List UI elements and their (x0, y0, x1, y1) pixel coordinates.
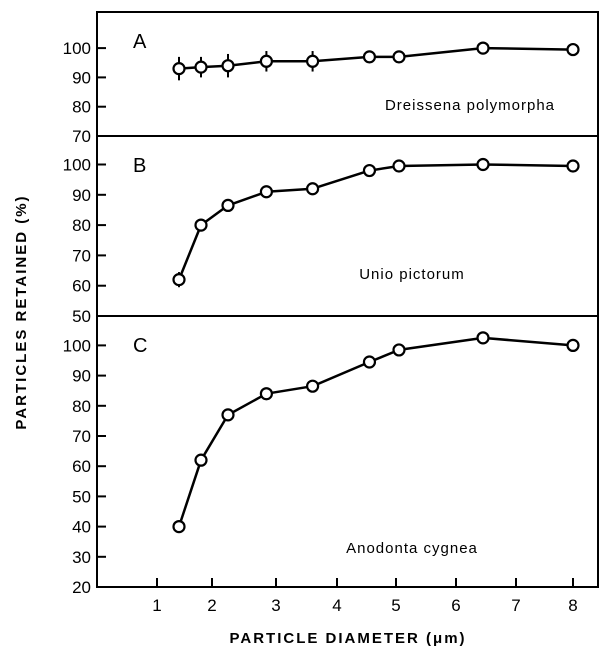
y-tick-label: 60 (72, 277, 91, 296)
x-tick-label: 4 (332, 596, 341, 615)
data-point (259, 185, 273, 199)
species-label: Anodonta cygnea (346, 540, 478, 557)
x-tick-label: 8 (568, 596, 577, 615)
data-point (306, 54, 320, 68)
y-tick-label: 40 (72, 518, 91, 537)
data-point (194, 453, 208, 467)
panel-letter: B (133, 155, 146, 177)
data-point (306, 182, 320, 196)
data-point (392, 50, 406, 64)
panel-frame (96, 315, 599, 588)
data-point (172, 62, 186, 76)
data-point (362, 50, 377, 64)
y-tick-label: 80 (72, 98, 91, 117)
y-tick-label: 80 (72, 397, 91, 416)
y-tick-label: 100 (63, 336, 91, 355)
x-tick-label: 1 (152, 596, 161, 615)
data-point (392, 159, 406, 173)
data-point (362, 355, 377, 369)
data-point (221, 198, 235, 213)
panel-letter: A (133, 31, 147, 53)
data-point (259, 54, 273, 68)
data-point (172, 519, 186, 534)
data-point (566, 159, 580, 173)
y-tick-label: 20 (72, 578, 91, 597)
y-axis-title: PARTICLES RETAINED (%) (13, 194, 30, 429)
y-tick-label: 70 (72, 427, 91, 446)
y-tick-label: 90 (72, 68, 91, 87)
y-tick-label: 50 (72, 487, 91, 506)
data-point (172, 273, 186, 287)
series-line (177, 336, 574, 527)
panel-b: 50 60 70 80 90 100 B Unio pictorum (63, 135, 599, 326)
panel-frame (96, 135, 599, 317)
x-tick-label: 6 (451, 596, 460, 615)
panel-a: 70 80 90 100 A Dreissena polymorpha (63, 11, 599, 146)
y-tick-label: 70 (72, 246, 91, 265)
x-tick-label: 3 (271, 596, 280, 615)
y-tick-label: 70 (72, 127, 91, 146)
y-tick-label: 60 (72, 457, 91, 476)
data-point (221, 408, 235, 422)
x-tick-label: 2 (207, 596, 216, 615)
data-point (259, 387, 273, 401)
panel-letter: C (133, 335, 147, 357)
data-point (476, 331, 490, 345)
data-point (476, 157, 490, 172)
species-label: Dreissena polymorpha (385, 97, 555, 114)
x-axis-title: PARTICLE DIAMETER (μm) (229, 630, 466, 647)
data-point (392, 343, 406, 357)
y-tick-label: 90 (72, 186, 91, 205)
y-tick-label: 90 (72, 367, 91, 386)
data-point (566, 338, 580, 352)
series-line (177, 163, 574, 281)
series-line (178, 46, 574, 70)
data-point (194, 60, 208, 74)
data-point (194, 218, 208, 232)
panel-frame (96, 11, 599, 137)
y-tick-label: 30 (72, 548, 91, 567)
data-point (476, 41, 490, 55)
x-tick-label: 5 (391, 596, 400, 615)
y-tick-label: 50 (72, 307, 91, 326)
data-point (306, 379, 320, 393)
y-tick-label: 80 (72, 216, 91, 235)
data-point (362, 163, 377, 178)
y-tick-label: 100 (63, 156, 91, 175)
data-point (566, 42, 580, 57)
y-tick-label: 100 (63, 39, 91, 58)
panel-c: 20 30 40 50 60 70 80 90 100 C Anodonta cygnea (63, 315, 599, 597)
species-label: Unio pictorum (359, 266, 465, 283)
x-tick-label: 7 (511, 596, 520, 615)
data-point (221, 59, 235, 73)
